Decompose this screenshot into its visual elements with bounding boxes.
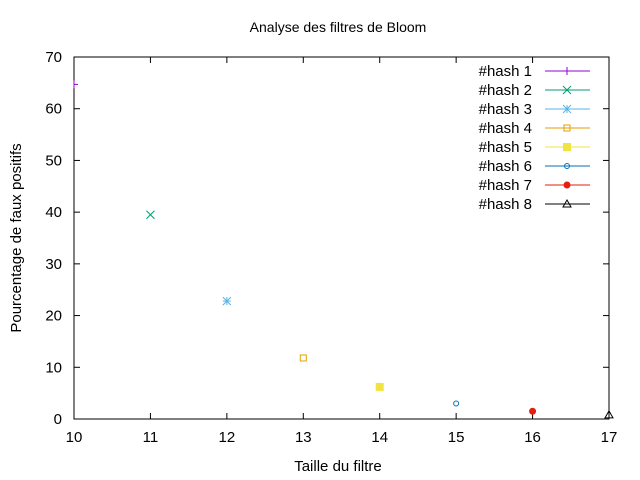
x-tick-label: 15 <box>448 429 465 446</box>
legend-marker <box>562 198 572 208</box>
data-point-series-6 <box>453 400 460 407</box>
y-tick-label: 20 <box>45 308 62 325</box>
legend-label: #hash 3 <box>479 101 532 118</box>
y-tick-label: 0 <box>54 411 62 428</box>
x-tick-label: 16 <box>524 429 541 446</box>
legend-item: #hash 3 <box>479 101 590 118</box>
y-tick-label: 50 <box>45 152 62 169</box>
legend-label: #hash 6 <box>479 158 532 175</box>
legend-marker <box>562 104 572 114</box>
data-point-series-2 <box>146 210 155 220</box>
x-tick-label: 14 <box>371 429 388 446</box>
x-axis-label: Taille du filtre <box>294 458 382 475</box>
y-axis: 0 10 20 30 40 50 60 70 <box>45 49 609 428</box>
y-axis-label: Pourcentage de faux positifs <box>8 143 25 332</box>
data-points <box>73 80 614 419</box>
legend-label: #hash 8 <box>479 196 532 213</box>
y-tick-label: 30 <box>45 256 62 273</box>
legend-item: #hash 7 <box>479 177 590 194</box>
x-axis: 10 11 12 13 14 15 16 17 <box>66 57 618 446</box>
y-tick-label: 10 <box>45 359 62 376</box>
legend-label: #hash 4 <box>479 120 532 137</box>
legend-item: #hash 6 <box>479 158 590 175</box>
legend-label: #hash 5 <box>479 139 532 156</box>
legend-marker <box>563 124 571 132</box>
legend-item: #hash 5 <box>479 139 590 156</box>
x-tick-label: 17 <box>601 429 618 446</box>
x-tick-label: 10 <box>66 429 83 446</box>
legend-marker <box>563 67 571 75</box>
legend-item: #hash 1 <box>479 63 590 80</box>
legend-label: #hash 7 <box>479 177 532 194</box>
legend-label: #hash 1 <box>479 63 532 80</box>
plot-area-frame <box>73 56 610 420</box>
legend-item: #hash 4 <box>479 120 590 137</box>
legend-marker <box>564 163 570 169</box>
data-point-series-7 <box>529 407 537 415</box>
chart-title: Analyse des filtres de Bloom <box>250 19 427 35</box>
data-point-series-3 <box>222 296 232 306</box>
data-point-series-8 <box>604 409 614 419</box>
x-tick-label: 13 <box>295 429 312 446</box>
x-tick-label: 12 <box>219 429 236 446</box>
legend-item: #hash 2 <box>479 82 590 99</box>
legend-label: #hash 2 <box>479 82 532 99</box>
y-tick-label: 40 <box>45 204 62 221</box>
y-tick-label: 70 <box>45 49 62 66</box>
x-tick-label: 11 <box>143 429 159 446</box>
data-point-series-4 <box>299 354 307 362</box>
legend-marker <box>562 85 572 95</box>
data-point-series-5 <box>375 382 384 391</box>
legend-marker <box>563 143 571 151</box>
legend: #hash 1 #hash 2 #hash 3 #hash 4 #hash 5 #hash… <box>479 63 590 213</box>
data-point-series-1 <box>73 80 78 89</box>
legend-marker <box>563 181 571 189</box>
y-tick-label: 60 <box>45 101 62 118</box>
legend-item: #hash 8 <box>479 196 590 213</box>
